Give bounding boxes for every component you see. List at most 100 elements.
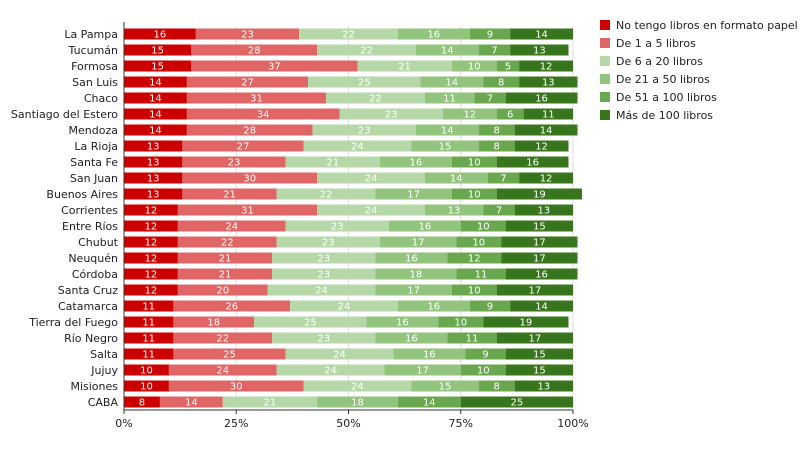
segment-value-label: 9 — [482, 350, 488, 361]
bar-segment — [456, 236, 502, 248]
segment-value-label: 23 — [317, 254, 330, 265]
bar-segment — [379, 156, 452, 168]
segment-value-label: 14 — [149, 126, 162, 137]
bar-segment — [510, 44, 569, 56]
segment-value-label: 16 — [409, 158, 422, 169]
category-label: Chubut — [78, 236, 119, 249]
bar-segment — [159, 396, 223, 408]
bar-segment — [510, 300, 573, 312]
bar-segment — [182, 188, 277, 200]
bar-segment — [447, 252, 502, 264]
segment-value-label: 14 — [423, 398, 436, 409]
segment-value-label: 6 — [507, 110, 513, 121]
segment-value-label: 31 — [250, 94, 263, 105]
segment-value-label: 16 — [423, 350, 436, 361]
category-label: CABA — [88, 396, 119, 409]
legend-label: De 21 a 50 libros — [616, 73, 710, 86]
bar-segment — [299, 28, 398, 40]
segment-value-label: 10 — [468, 286, 481, 297]
bar-segment — [267, 284, 376, 296]
segment-value-label: 12 — [145, 238, 158, 249]
bar-segment — [124, 252, 178, 264]
bar-segment — [272, 252, 376, 264]
x-tick-label: 50% — [336, 417, 360, 430]
bar-segment — [460, 396, 573, 408]
segment-value-label: 14 — [441, 46, 454, 57]
bar-segment — [124, 76, 187, 88]
bar-segment — [124, 140, 183, 152]
bar-segment — [195, 28, 300, 40]
bar-segment — [285, 348, 394, 360]
category-label: Jujuy — [90, 364, 118, 377]
segment-value-label: 25 — [304, 318, 317, 329]
segment-value-label: 10 — [454, 318, 467, 329]
bar-segment — [519, 76, 578, 88]
segment-value-label: 23 — [358, 126, 371, 137]
category-label: Entre Ríos — [62, 220, 118, 233]
bar-segment — [308, 76, 421, 88]
bar-segment — [124, 44, 192, 56]
segment-value-label: 16 — [526, 158, 539, 169]
bar-segment — [222, 396, 318, 408]
bar-segment — [173, 300, 291, 312]
segment-value-label: 15 — [533, 350, 546, 361]
segment-value-label: 12 — [468, 254, 481, 265]
legend-swatch — [600, 56, 610, 66]
segment-value-label: 17 — [528, 286, 541, 297]
segment-value-label: 17 — [407, 190, 420, 201]
bar-segment — [375, 188, 452, 200]
bar-segment — [124, 300, 174, 312]
segment-value-label: 12 — [540, 174, 553, 185]
bar-segment — [177, 204, 318, 216]
category-label: Tierra del Fuego — [28, 316, 118, 329]
bar-segment — [124, 108, 187, 120]
segment-value-label: 13 — [147, 190, 160, 201]
x-tick-label: 75% — [449, 417, 473, 430]
category-label: La Rioja — [74, 140, 118, 153]
bar-segment — [505, 220, 573, 232]
segment-value-label: 17 — [412, 238, 425, 249]
segment-value-label: 21 — [264, 398, 277, 409]
bar-segment — [496, 332, 573, 344]
category-label: Neuquén — [68, 252, 118, 265]
segment-value-label: 11 — [443, 94, 456, 105]
segment-value-label: 22 — [342, 30, 355, 41]
bar-segment — [375, 252, 448, 264]
segment-value-label: 18 — [207, 318, 220, 329]
segment-value-label: 15 — [533, 366, 546, 377]
segment-value-label: 17 — [533, 238, 546, 249]
segment-value-label: 10 — [468, 190, 481, 201]
segment-value-label: 24 — [365, 206, 378, 217]
bar-segment — [514, 140, 569, 152]
bar-segment — [505, 364, 573, 376]
segment-value-label: 9 — [487, 30, 493, 41]
bar-segment — [478, 124, 515, 136]
segment-value-label: 22 — [320, 190, 333, 201]
bar-segment — [191, 60, 358, 72]
category-label: Río Negro — [64, 332, 118, 345]
bar-segment — [124, 348, 174, 360]
bar-segment — [487, 172, 520, 184]
segment-value-label: 16 — [427, 302, 440, 313]
segment-value-label: 15 — [439, 142, 452, 153]
segment-value-label: 11 — [142, 318, 155, 329]
bar-segment — [514, 124, 578, 136]
bar-segment — [276, 364, 385, 376]
bar-segment — [496, 60, 520, 72]
bar-segment — [168, 380, 304, 392]
bar-segment — [397, 28, 470, 40]
legend-swatch — [600, 20, 610, 30]
segment-value-label: 11 — [466, 334, 479, 345]
legend-swatch — [600, 74, 610, 84]
bar-segment — [451, 156, 497, 168]
segment-value-label: 18 — [351, 398, 364, 409]
bar-segment — [339, 108, 443, 120]
bar-segment — [424, 172, 488, 184]
segment-value-label: 14 — [149, 78, 162, 89]
segment-value-label: 14 — [185, 398, 198, 409]
legend-label: No tengo libros en formato papel — [616, 19, 798, 32]
bar-segment — [317, 396, 398, 408]
bar-segment — [397, 300, 470, 312]
category-label: Santa Cruz — [58, 284, 118, 297]
segment-value-label: 17 — [407, 286, 420, 297]
